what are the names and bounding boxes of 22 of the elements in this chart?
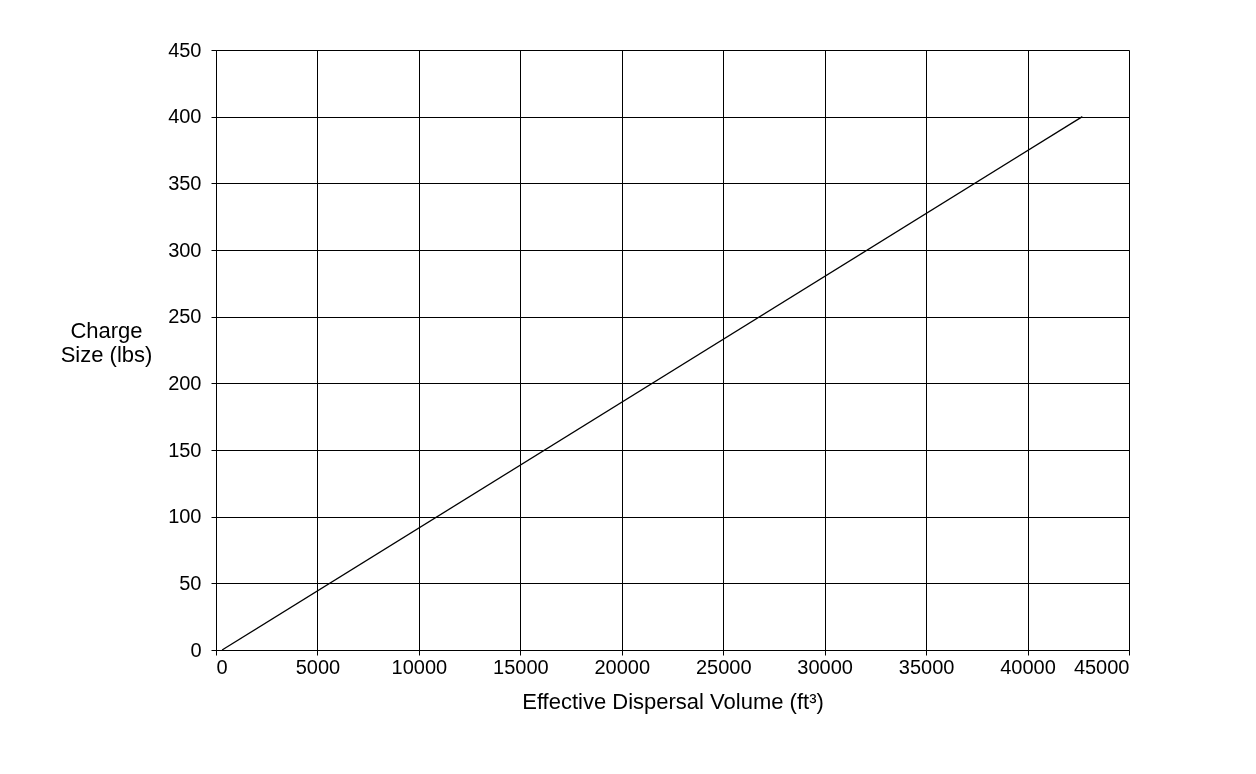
y-tick-label: 100 bbox=[168, 505, 202, 528]
y-tick-label: 350 bbox=[168, 171, 202, 194]
y-tick-label: 200 bbox=[168, 371, 202, 394]
x-axis-title: Effective Dispersal Volume (ft³) bbox=[522, 688, 824, 714]
y-axis-title: Charge Size (lbs) bbox=[60, 317, 153, 367]
x-tick-label: 45000 bbox=[1073, 655, 1130, 678]
y-tick-label: 450 bbox=[168, 38, 202, 61]
x-tick-label: 0 bbox=[216, 655, 228, 678]
y-tick-label: 250 bbox=[168, 305, 202, 328]
y-tick-label: 300 bbox=[168, 238, 202, 261]
x-tick-label: 20000 bbox=[594, 655, 651, 678]
x-tick-label: 35000 bbox=[898, 655, 955, 678]
x-tick-label: 15000 bbox=[493, 655, 549, 678]
x-tick-label: 40000 bbox=[1000, 655, 1056, 678]
y-tick-label: 400 bbox=[168, 105, 202, 128]
x-tick-label: 30000 bbox=[797, 655, 853, 678]
x-tick-label: 5000 bbox=[295, 655, 341, 678]
x-tick-label: 10000 bbox=[391, 655, 448, 678]
x-tick-label: 25000 bbox=[695, 655, 752, 678]
y-tick-label: 0 bbox=[190, 638, 202, 661]
y-tick-label: 50 bbox=[179, 571, 202, 594]
y-tick-label: 150 bbox=[168, 438, 202, 461]
